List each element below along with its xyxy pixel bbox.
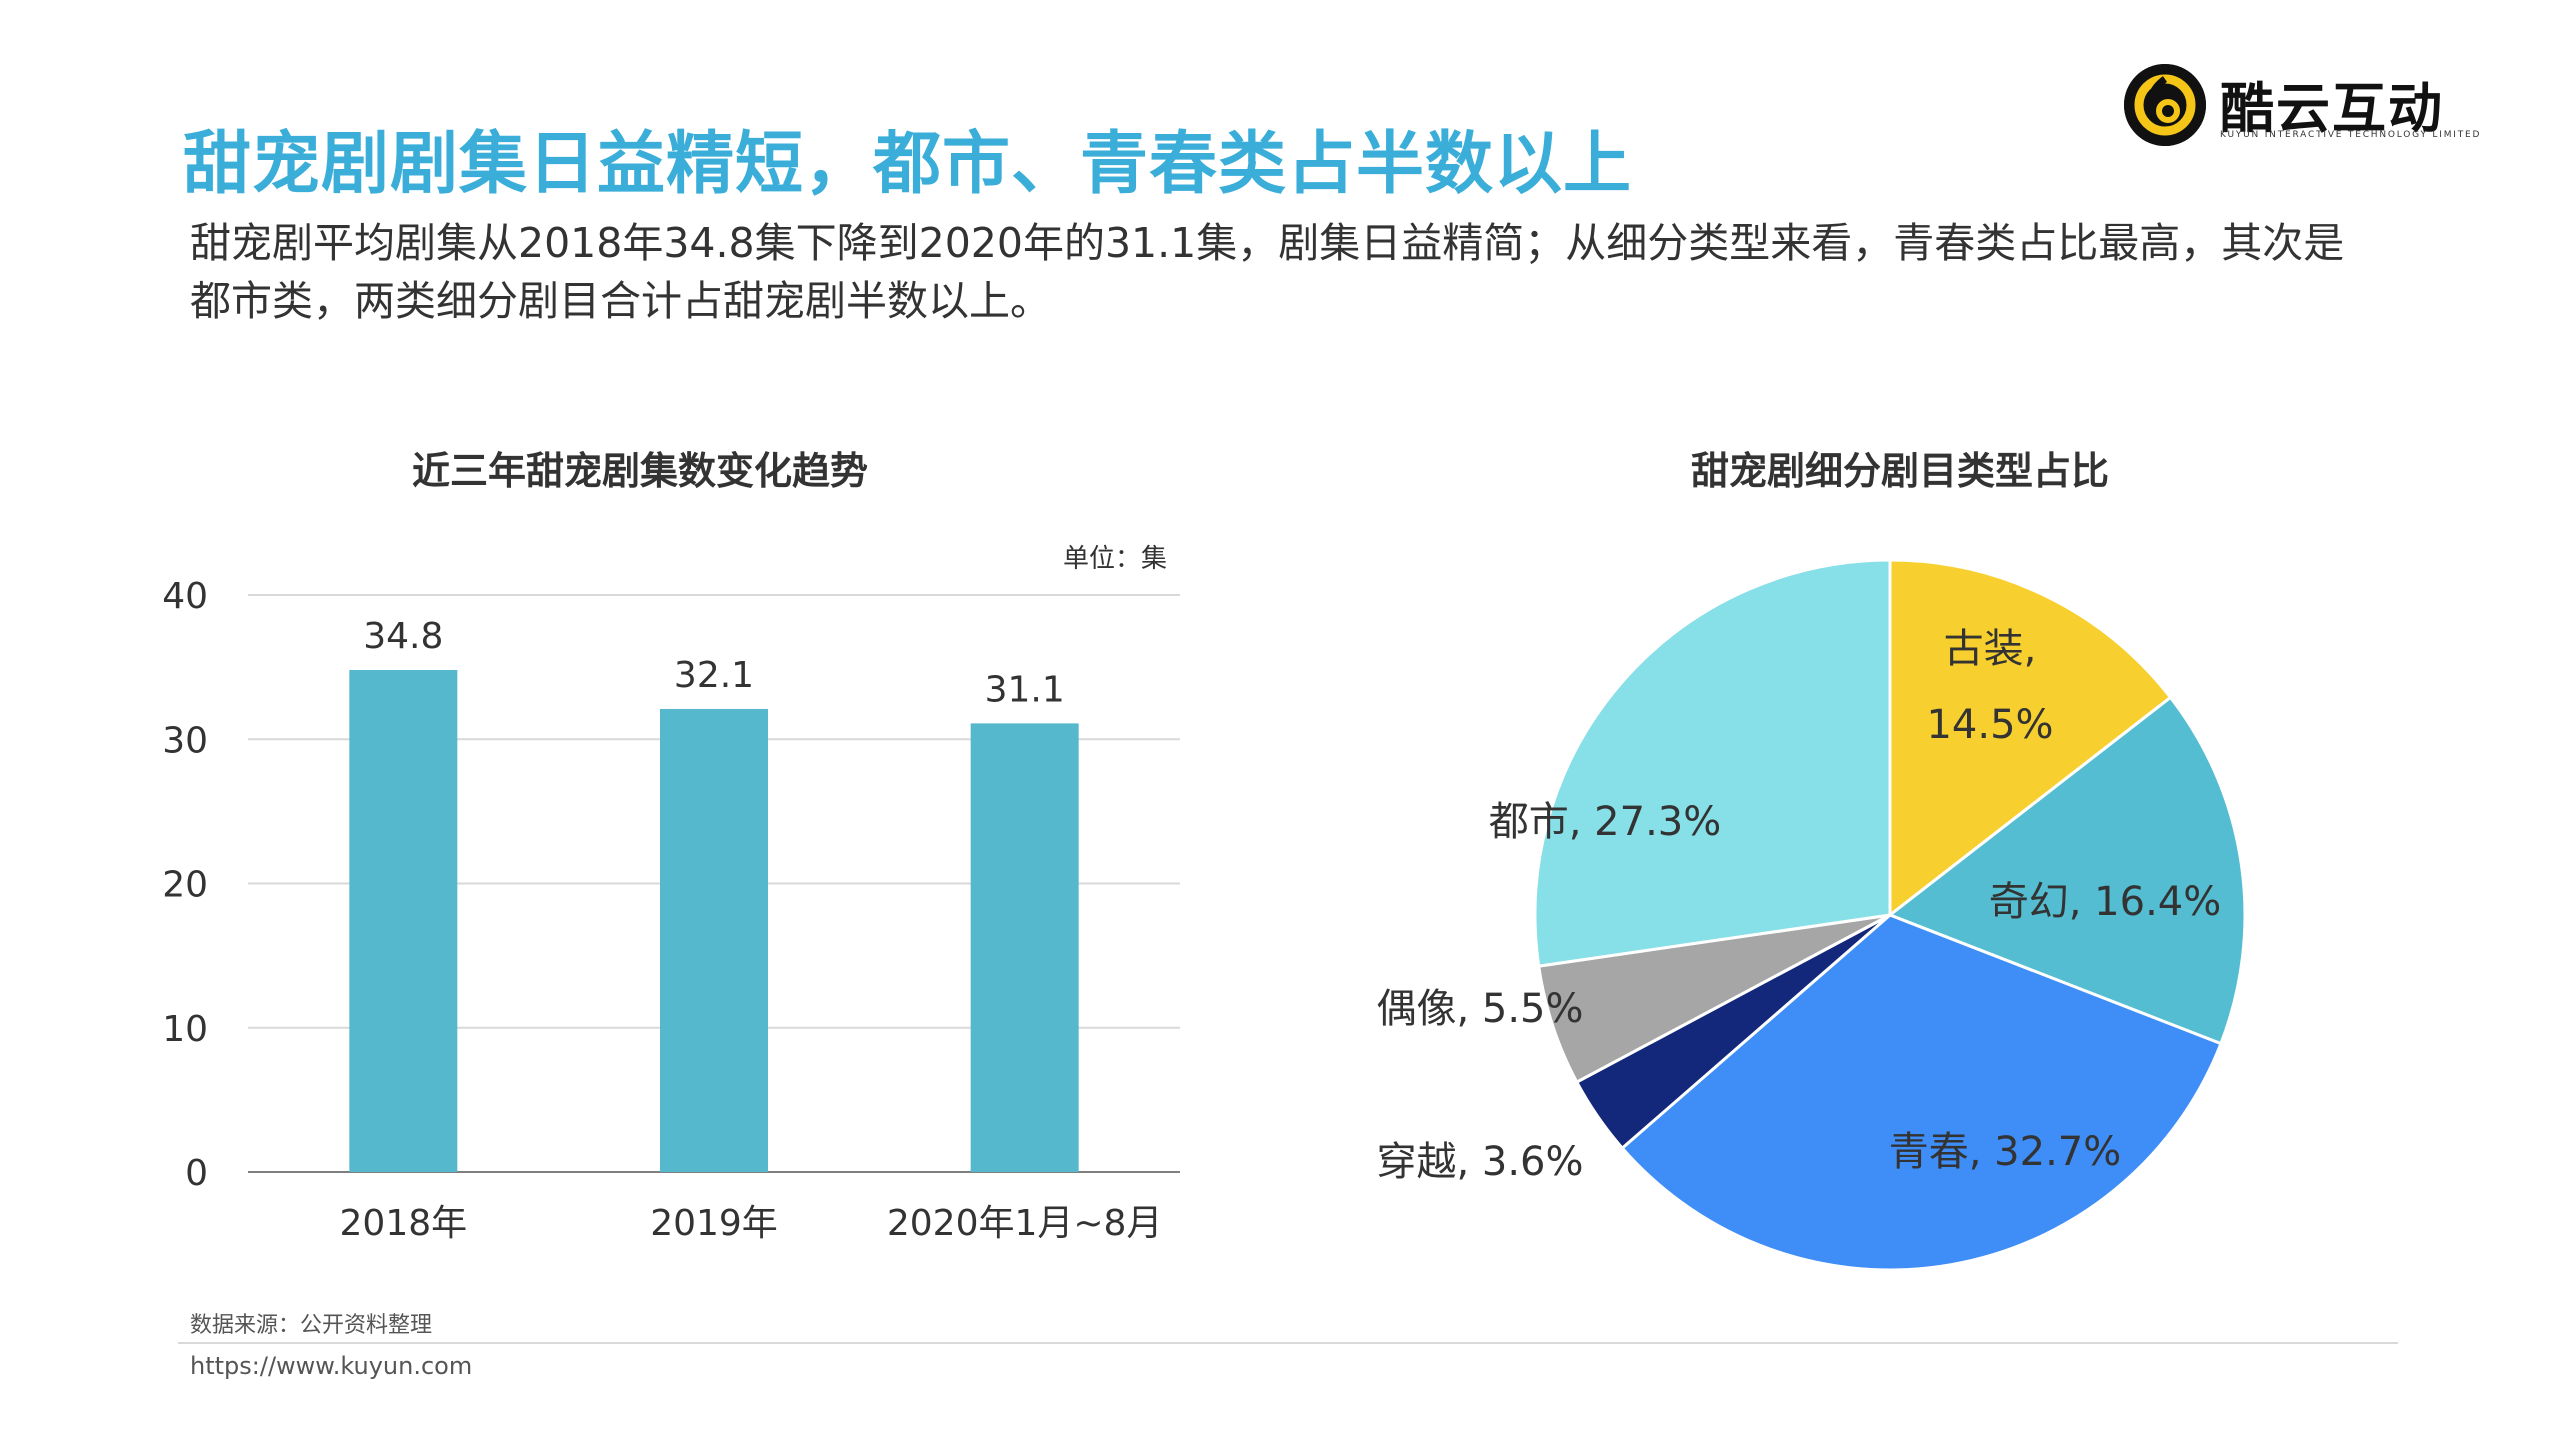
page-subtitle: 甜宠剧平均剧集从2018年34.8集下降到2020年的31.1集，剧集日益精简；… [190, 219, 2345, 325]
bar-data-label: 34.8 [363, 616, 443, 657]
logo-subtitle: KUYUN INTERACTIVE TECHNOLOGY LIMITED [2220, 130, 2482, 140]
y-tick-label: 0 [185, 1153, 208, 1194]
y-tick-label: 40 [162, 576, 208, 617]
x-tick-label: 2019年 [650, 1203, 778, 1244]
pie-slice-青春 [1620, 913, 2223, 1272]
pie-label: 穿越, 3.6% [1376, 1139, 1583, 1185]
x-tick-label: 2018年 [340, 1203, 468, 1244]
data-source: 数据来源：公开资料整理 [190, 1313, 433, 1338]
bar-data-label: 31.1 [985, 669, 1065, 710]
pie-label: 都市, 27.3% [1489, 799, 1722, 845]
logo-name: 酷云互动 [2220, 77, 2444, 140]
y-tick-label: 20 [162, 865, 208, 906]
bar [349, 670, 458, 1172]
pie-slice-奇幻 [1886, 695, 2247, 1046]
pie-label: 奇幻, 16.4% [1989, 879, 2222, 925]
pie-label: 偶像, 5.5% [1376, 986, 1583, 1032]
pie-chart: 古装, 14.5% 奇幻, 16.4% 青春, 32.7% 穿越, 3.6% 偶像, 5.… [1376, 558, 2247, 1272]
pie-slice-古装 [1888, 558, 2173, 919]
bar-data-label: 32.1 [674, 655, 754, 696]
pie-chart-title: 甜宠剧细分剧目类型占比 [1690, 449, 2109, 493]
pie-label: 古装, [1944, 626, 2037, 672]
bar [970, 723, 1079, 1172]
footer-divider [178, 1342, 2398, 1344]
x-tick-label: 2020年1月~8月 [887, 1203, 1163, 1244]
bar-chart-title: 近三年甜宠剧集数变化趋势 [411, 449, 868, 493]
pie-slice-都市 [1533, 558, 1892, 968]
footer-url[interactable]: https://www.kuyun.com [190, 1352, 473, 1380]
kuyun-logo-icon [2124, 64, 2206, 146]
page-title: 甜宠剧剧集日益精短，都市、青春类占半数以上 [183, 125, 1633, 204]
bar-chart: 0 10 20 30 40 34.8 2018年 32.1 2019年 31.1 2020年1月~8… [162, 576, 1180, 1244]
y-tick-label: 10 [162, 1009, 208, 1050]
bar [660, 708, 768, 1172]
logo: 酷云互动 KUYUN INTERACTIVE TECHNOLOGY LIMITE… [2124, 64, 2479, 150]
bar-chart-unit: 单位：集 [1063, 544, 1168, 574]
pie-label: 青春, 32.7% [1889, 1129, 2122, 1175]
pie-label-value: 14.5% [1926, 702, 2053, 748]
y-tick-label: 30 [162, 720, 208, 761]
